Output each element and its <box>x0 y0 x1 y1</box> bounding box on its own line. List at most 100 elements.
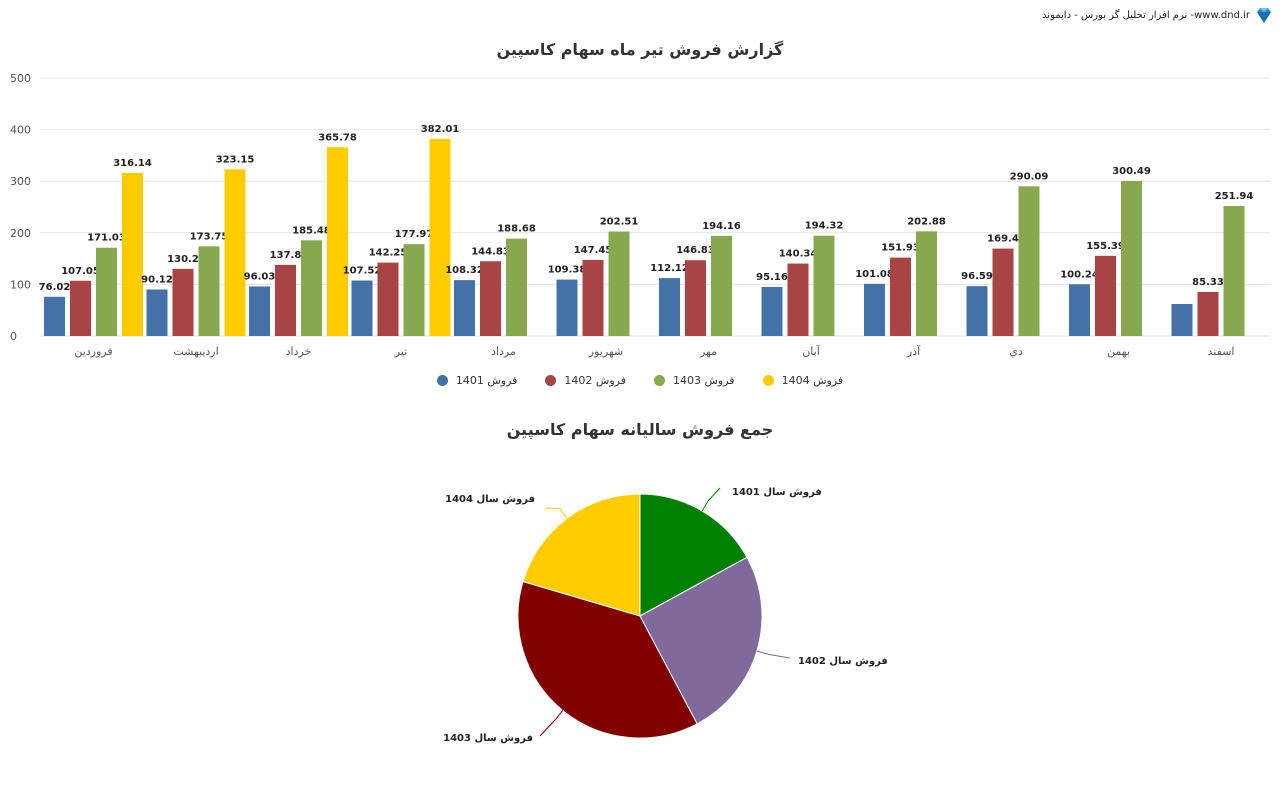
bar <box>403 244 425 336</box>
legend-item: فروش 1404 <box>762 374 844 387</box>
leader-line <box>701 487 721 512</box>
leader-line <box>539 710 564 737</box>
bar <box>556 279 578 336</box>
bar <box>1171 304 1193 336</box>
bar <box>454 280 475 336</box>
pie-slice-label: فروش سال 1403 <box>443 733 533 744</box>
data-label: 155.39 <box>1086 241 1125 252</box>
bar <box>890 257 911 336</box>
x-tick-label: بهمن <box>1107 345 1130 358</box>
data-label: 96.03 <box>244 271 276 282</box>
bar <box>122 172 143 336</box>
data-label: 323.15 <box>216 154 255 165</box>
bar <box>711 235 732 336</box>
data-label: 137.8 <box>270 250 302 261</box>
bar <box>659 278 680 336</box>
bar <box>351 280 373 336</box>
data-label: 365.78 <box>318 132 357 143</box>
bar-chart-title: گزارش فروش تیر ماه سهام کاسپین <box>496 40 784 59</box>
diamond-icon <box>1257 8 1271 23</box>
data-label: 147.45 <box>574 245 613 256</box>
brand-text: نرم افزار تحلیل گر بورس - دایموند -www.d… <box>1042 9 1250 21</box>
x-tick-label: فروردین <box>74 345 112 358</box>
data-label: 140.34 <box>779 249 818 260</box>
legend-label: فروش 1401 <box>455 374 518 387</box>
bar <box>1197 291 1219 336</box>
legend-label: فروش 1403 <box>673 374 735 387</box>
data-label: 144.83 <box>471 246 510 257</box>
data-label: 300.49 <box>1112 166 1151 177</box>
data-label: 95.16 <box>756 272 788 283</box>
data-label: 173.75 <box>190 231 229 242</box>
data-label: 185.48 <box>292 225 331 236</box>
legend-marker <box>654 375 665 386</box>
bar <box>582 259 604 336</box>
x-tick-label: اردیبهشت <box>173 345 218 358</box>
y-tick-label: 400 <box>10 124 31 137</box>
legend-marker <box>545 375 557 386</box>
data-label: 194.32 <box>805 221 844 232</box>
x-tick-label: خرداد <box>286 345 312 358</box>
pie-slice-label: فروش سال 1401 <box>732 487 822 498</box>
y-tick-label: 500 <box>10 72 31 85</box>
brand-header: نرم افزار تحلیل گر بورس - دایموند -www.d… <box>1042 4 1274 26</box>
bar <box>275 264 296 336</box>
bar <box>480 261 501 336</box>
bar <box>146 289 168 336</box>
data-label: 290.09 <box>1010 171 1049 182</box>
legend-item: فروش 1401 <box>436 374 518 387</box>
data-label: 100.24 <box>1060 269 1099 280</box>
x-tick-label: مرداد <box>491 345 516 358</box>
bar <box>44 296 65 336</box>
data-label: 96.59 <box>961 271 993 282</box>
x-tick-label: آبان <box>802 344 820 358</box>
data-label: 316.14 <box>113 158 152 169</box>
bar-chart-legend: فروش 1401 فروش 1402 فروش 1403 فروش 1404 <box>0 374 1280 387</box>
bar-chart: 0 100 200 300 400 500 76.02 107.05 171.03 316.14 ف… <box>10 72 1270 358</box>
bar <box>1069 284 1090 336</box>
bar <box>685 260 706 336</box>
bar <box>813 235 835 336</box>
bar <box>761 286 783 336</box>
x-tick-label: دي <box>1009 345 1023 358</box>
x-tick-label: مهر <box>699 345 717 358</box>
data-label: 251.94 <box>1215 191 1254 202</box>
legend-item: فروش 1403 <box>654 374 735 387</box>
leader-line <box>544 507 568 519</box>
bar <box>224 169 246 336</box>
pie-slice <box>639 493 748 617</box>
data-label: 177.97 <box>395 229 434 240</box>
data-label: 107.05 <box>61 266 100 277</box>
bar <box>377 262 399 336</box>
bar <box>172 268 194 336</box>
pie-slice-label: فروش سال 1402 <box>798 656 888 667</box>
bar <box>1223 205 1245 336</box>
data-label: 382.01 <box>421 124 460 135</box>
y-tick-label: 200 <box>10 227 31 240</box>
y-tick-label: 300 <box>10 175 31 188</box>
data-label: 171.03 <box>87 233 126 244</box>
bar <box>327 147 348 336</box>
bar <box>864 283 885 336</box>
bar <box>429 138 451 336</box>
bar <box>1018 186 1040 336</box>
data-label: 194.16 <box>702 221 741 232</box>
bar <box>992 248 1014 336</box>
data-label: 109.38 <box>548 265 587 276</box>
data-label: 188.68 <box>497 224 536 235</box>
x-tick-label: شهریور <box>588 345 623 358</box>
bar <box>70 280 91 336</box>
bar <box>1121 180 1142 336</box>
bar <box>916 231 937 336</box>
legend-label: فروش 1402 <box>564 374 626 387</box>
data-label: 169.4 <box>987 234 1019 245</box>
data-label: 85.33 <box>1192 277 1224 288</box>
pie-slice-label: فروش سال 1404 <box>445 494 535 505</box>
pie-chart-title: جمع فروش سالیانه سهام کاسپین <box>506 420 774 439</box>
bar <box>301 240 322 336</box>
bar <box>96 247 117 336</box>
data-label: 151.93 <box>881 243 920 254</box>
legend-marker <box>762 375 774 386</box>
legend-label: فروش 1404 <box>781 374 844 387</box>
